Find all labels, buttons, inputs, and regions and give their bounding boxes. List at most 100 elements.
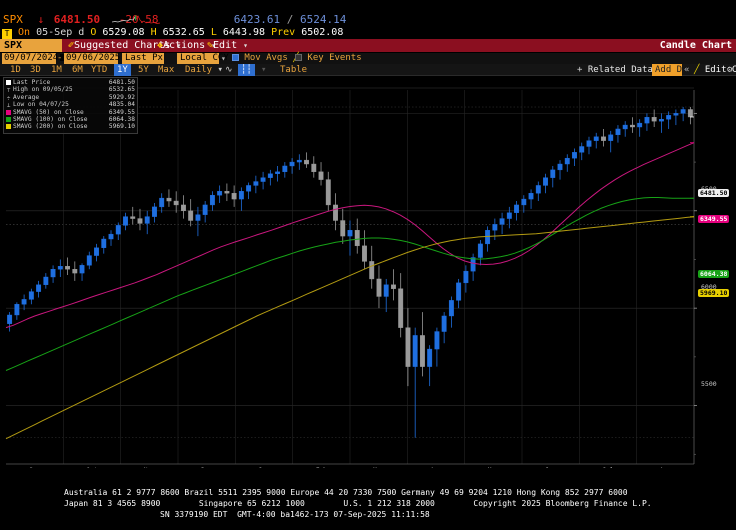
key-events-checkbox[interactable] (295, 54, 302, 61)
candle (166, 189, 172, 207)
range-button-max[interactable]: Max (158, 65, 175, 75)
mov-avgs-checkbox[interactable] (232, 54, 239, 61)
candle (180, 195, 186, 219)
candle (202, 201, 208, 223)
x-axis-month-label: May (488, 467, 499, 468)
frequency-select[interactable]: Daily ▾ (185, 65, 223, 75)
range-button-1y[interactable]: 1Y (114, 64, 131, 76)
x-axis-month-label: Feb (316, 467, 327, 468)
edit-menu[interactable]: ✎Edit ▾ (207, 39, 248, 52)
moving-average-line (5, 197, 695, 371)
candle (521, 195, 527, 213)
date-from-input[interactable]: 09/07/2024 (2, 53, 66, 64)
time-toggle-icon[interactable]: T (2, 29, 12, 39)
candle (564, 154, 570, 172)
legend-label: Low on 04/07/25 (13, 101, 69, 109)
range-button-3d[interactable]: 3D (30, 65, 41, 75)
date-to-input[interactable]: 09/06/2025 (64, 53, 128, 64)
chart-type-title: Candle Chart (659, 40, 732, 51)
chart-legend: Last Price 6481.50 ⊤ High on 09/05/25 6532.6… (3, 77, 138, 134)
function-bar: SPX Index ✐Suggested Charts ▾ ❖Actions ▾… (0, 39, 736, 64)
candle (680, 106, 686, 122)
candle (572, 148, 577, 166)
x-axis-month-label: Dec (201, 467, 212, 468)
range-button-1d[interactable]: 1D (10, 65, 21, 75)
ohlc-row: T On 05-Sep d O 6529.08 H 6532.65 L 6443… (0, 26, 343, 39)
legend-value: 6349.55 (108, 108, 135, 116)
candle (362, 230, 367, 270)
related-data-button[interactable]: + Related Data ▾ (577, 64, 663, 76)
candle (289, 158, 295, 174)
candle (188, 199, 194, 227)
candle (543, 173, 548, 194)
legend-row: SMAVG (100) on Close 6064.38 (6, 116, 135, 123)
candle (94, 243, 99, 262)
ticker-symbol[interactable]: SPX (3, 13, 23, 26)
legend-marker-icon: ⊤ (6, 87, 11, 95)
candle (195, 206, 201, 237)
low-value: 6443.98 (222, 27, 266, 38)
table-button[interactable]: Table (280, 65, 308, 75)
footer-line-3: SN 3379190 EDT GMT-4:00 ba1462-173 07-Se… (160, 510, 430, 519)
candle (383, 278, 389, 313)
price-change: -20.58 (118, 13, 159, 26)
mov-avgs-toggle[interactable]: Mov Avgs ╱ (232, 53, 299, 64)
legend-value: 4835.04 (108, 101, 135, 109)
price-type-select[interactable]: Last Px (122, 53, 164, 64)
legend-value: 5929.92 (108, 93, 135, 101)
candle (253, 175, 259, 194)
candle (354, 218, 360, 254)
edit-icon: ✎ (207, 40, 214, 51)
range-button-ytd[interactable]: YTD (91, 65, 108, 75)
line-chart-icon[interactable]: ∿ (225, 65, 233, 75)
actions-icon: ❖ (157, 40, 164, 51)
range-button-5y[interactable]: 5Y (138, 65, 149, 75)
sma100-label: 6064.38 (698, 270, 730, 279)
on-suffix: d (78, 27, 85, 38)
currency-select[interactable]: Local CCY (177, 53, 229, 64)
frequency-label: Daily (185, 65, 213, 75)
add-data-input[interactable]: Add Data (652, 64, 682, 76)
candle (246, 182, 252, 200)
edit-caret-icon: ▾ (243, 41, 248, 50)
calendar-icon[interactable] (60, 54, 66, 61)
key-events-toggle[interactable]: Key Events (295, 53, 362, 64)
candle (514, 201, 520, 221)
range-button-1m[interactable]: 1M (51, 65, 62, 75)
candle (311, 156, 317, 178)
candle-chart-icon[interactable]: ┆┆ (238, 64, 255, 76)
candle (79, 263, 85, 281)
gear-icon[interactable]: ⚙ (727, 65, 733, 75)
edit-chart-button[interactable]: ╱ Edit Chart (694, 64, 736, 76)
candle (391, 269, 396, 301)
direction-arrow-icon: ↓ (37, 13, 45, 26)
legend-swatch (6, 109, 11, 115)
candle (376, 265, 382, 309)
range-button-6m[interactable]: 6M (72, 65, 83, 75)
candle (651, 109, 657, 128)
prev-value: 6502.08 (301, 27, 344, 38)
candle (658, 113, 664, 133)
candle (412, 327, 418, 438)
open-value: 6529.08 (102, 27, 145, 38)
currency-caret-icon[interactable]: ▾ (221, 54, 226, 63)
chart-type-more-caret-icon[interactable]: ▾ (261, 65, 267, 75)
edit-chart-label: Edit Chart (704, 65, 736, 75)
candle (57, 259, 63, 277)
security-field[interactable]: SPX Index (0, 39, 62, 64)
x-axis-month-label: Sep (29, 467, 40, 468)
candle (159, 193, 165, 213)
suggested-charts-menu[interactable]: ✐Suggested Charts ▾ (68, 39, 181, 52)
price-chart-panel[interactable]: SepOctNovDecJanFebMarAprMayJunJulAug2024… (0, 76, 736, 468)
candle (535, 181, 541, 202)
legend-row: SMAVG (50) on Close 6349.55 (6, 109, 135, 116)
last-price: 6481.50 (53, 13, 101, 26)
candle (601, 128, 606, 147)
candle (419, 312, 425, 377)
candle (238, 187, 244, 211)
candle (224, 183, 230, 202)
actions-menu[interactable]: ❖Actions ▾ (157, 39, 216, 52)
range-low: 6423.61 (233, 13, 281, 26)
collapse-icon[interactable]: « (684, 65, 690, 75)
candle (108, 230, 114, 246)
